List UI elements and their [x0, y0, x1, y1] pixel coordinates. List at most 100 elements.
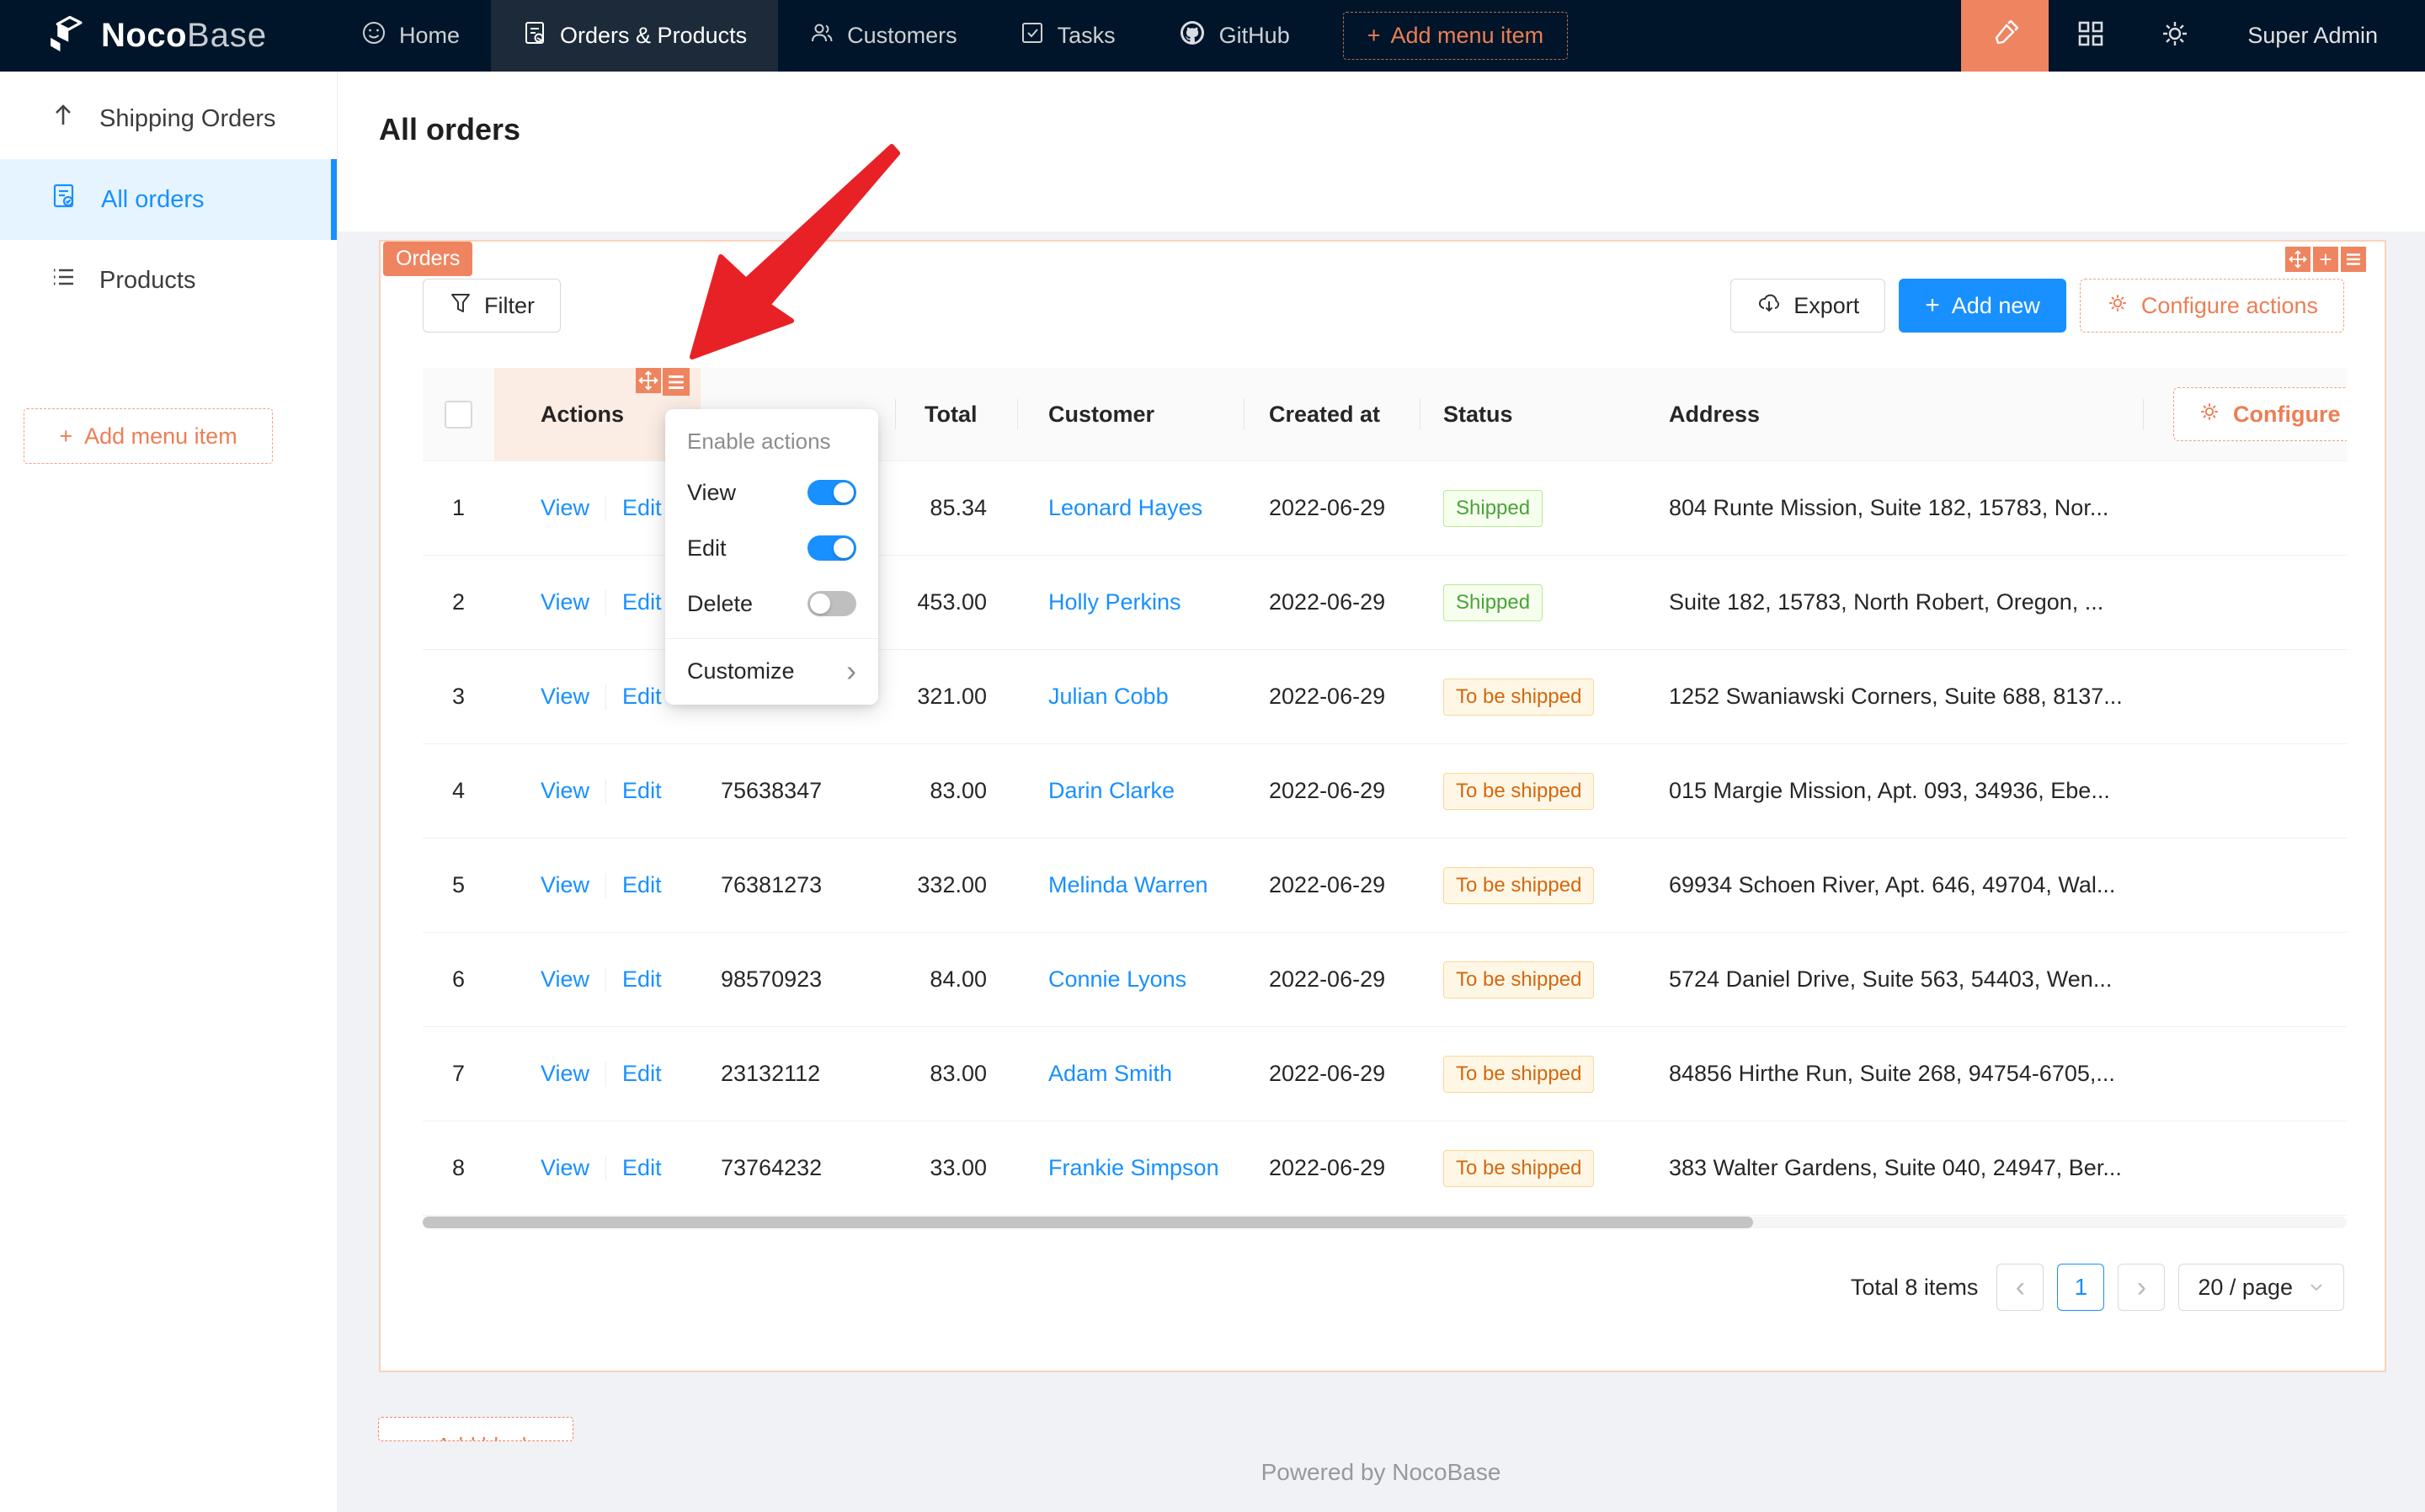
enable-actions-dropdown: Enable actions View Edit Delete Customiz… — [665, 409, 878, 705]
export-button[interactable]: Export — [1730, 279, 1886, 333]
settings-button[interactable] — [2133, 0, 2217, 72]
edit-link[interactable]: Edit — [622, 495, 662, 520]
column-header-address[interactable]: Address — [1669, 401, 1761, 427]
nav-item-orders-products[interactable]: Orders & Products — [491, 0, 779, 72]
check-square-icon — [1020, 20, 1045, 51]
customer-link[interactable]: Holly Perkins — [1048, 589, 1181, 615]
column-drag-handle-icon[interactable] — [636, 368, 661, 393]
view-link[interactable]: View — [541, 778, 590, 803]
order-address: 69934 Schoen River, Apt. 646, 49704, Wal… — [1669, 872, 2116, 897]
view-toggle[interactable] — [807, 480, 856, 505]
view-link[interactable]: View — [541, 966, 590, 992]
add-block-button[interactable]: + Add block — [378, 1417, 573, 1441]
arrow-up-icon — [51, 103, 76, 135]
row-index: 8 — [451, 1155, 466, 1180]
plugin-manager-button[interactable] — [2049, 0, 2133, 72]
pagination: Total 8 items ‹ 1 › 20 / page — [1851, 1264, 2344, 1311]
column-header-customer[interactable]: Customer — [1017, 368, 1244, 461]
edit-toggle[interactable] — [807, 535, 856, 561]
nav-item-tasks[interactable]: Tasks — [989, 0, 1147, 72]
view-link[interactable]: View — [541, 1155, 590, 1180]
edit-link[interactable]: Edit — [622, 1061, 662, 1086]
sidebar-item-all-orders[interactable]: All orders — [0, 159, 337, 240]
navbar-add-menu-item-button[interactable]: + Add menu item — [1342, 12, 1569, 60]
sidebar-item-products[interactable]: Products — [0, 240, 337, 321]
customer-link[interactable]: Frankie Simpson — [1048, 1155, 1219, 1180]
edit-link[interactable]: Edit — [622, 684, 662, 709]
customer-link[interactable]: Melinda Warren — [1048, 872, 1208, 897]
file-done-icon — [51, 183, 77, 216]
view-link[interactable]: View — [541, 589, 590, 615]
column-menu-icon[interactable] — [663, 368, 690, 396]
block-menu-icon[interactable] — [2341, 247, 2366, 272]
status-badge: To be shipped — [1443, 678, 1595, 716]
nocobase-logo[interactable]: NocoBase — [0, 0, 330, 72]
list-icon — [51, 264, 76, 296]
order-address: 1252 Swaniawski Corners, Suite 688, 8137… — [1669, 684, 2123, 709]
page-size-select[interactable]: 20 / page — [2178, 1264, 2344, 1311]
scrollbar-thumb[interactable] — [423, 1217, 1753, 1228]
customer-link[interactable]: Julian Cobb — [1048, 684, 1169, 709]
customer-link[interactable]: Leonard Hayes — [1048, 495, 1203, 520]
nav-item-home[interactable]: Home — [330, 0, 491, 72]
column-header-total[interactable]: Total — [895, 368, 1017, 461]
view-link[interactable]: View — [541, 1061, 590, 1086]
created-at: 2022-06-29 — [1269, 778, 1386, 803]
edit-link[interactable]: Edit — [622, 872, 662, 897]
view-link[interactable]: View — [541, 495, 590, 520]
sidebar-item-shipping-orders[interactable]: Shipping Orders — [0, 78, 337, 159]
nocobase-logo-icon — [44, 12, 88, 60]
highlighter-icon — [1988, 17, 2022, 55]
column-header-created-at[interactable]: Created at — [1244, 368, 1420, 461]
add-block-icon[interactable]: + — [2313, 247, 2338, 272]
created-at: 2022-06-29 — [1269, 684, 1386, 709]
page-header: All orders — [337, 72, 2425, 232]
row-index: 3 — [451, 684, 466, 709]
powered-by-footer: Powered by NocoBase — [1260, 1459, 1501, 1485]
edit-link[interactable]: Edit — [622, 966, 662, 992]
configure-columns-button[interactable]: Configure columns — [2173, 387, 2347, 441]
dropdown-title: Enable actions — [687, 428, 831, 454]
divider — [605, 872, 607, 898]
order-address: 383 Walter Gardens, Suite 040, 24947, Be… — [1669, 1155, 2122, 1180]
table-row: 4 View Edit 75638347 83.00 Darin Clarke 2… — [423, 744, 2347, 839]
filter-button[interactable]: Filter — [423, 279, 561, 333]
pagination-next-button[interactable]: › — [2118, 1264, 2166, 1311]
ui-editor-button[interactable] — [1961, 0, 2049, 72]
sidebar: Shipping Orders All orders Products + Ad… — [0, 72, 338, 1512]
gear-icon — [2106, 291, 2129, 321]
table-horizontal-scrollbar[interactable] — [423, 1217, 2347, 1228]
customer-link[interactable]: Adam Smith — [1048, 1061, 1173, 1086]
dropdown-item-view[interactable]: View — [665, 465, 878, 520]
dropdown-item-delete[interactable]: Delete — [665, 576, 878, 631]
block-designer-toolbar: + — [2285, 247, 2366, 272]
drag-handle-icon[interactable] — [2285, 247, 2310, 272]
dropdown-item-label: Edit — [687, 535, 727, 561]
sidebar-item-label: All orders — [101, 185, 205, 213]
order-total: 85.34 — [930, 495, 987, 520]
select-all-checkbox[interactable] — [445, 400, 472, 429]
view-link[interactable]: View — [541, 684, 590, 709]
nav-item-customers[interactable]: Customers — [778, 0, 989, 72]
customer-link[interactable]: Connie Lyons — [1048, 966, 1187, 992]
add-menu-item-label: Add menu item — [84, 423, 237, 449]
divider — [605, 684, 607, 710]
edit-link[interactable]: Edit — [622, 778, 662, 803]
customer-link[interactable]: Darin Clarke — [1048, 778, 1175, 803]
edit-link[interactable]: Edit — [622, 1155, 662, 1180]
edit-link[interactable]: Edit — [622, 589, 662, 615]
user-menu[interactable]: Super Admin — [2247, 23, 2378, 48]
column-header-status[interactable]: Status — [1420, 368, 1652, 461]
sidebar-add-menu-item-button[interactable]: + Add menu item — [24, 408, 273, 464]
nav-item-github[interactable]: GitHub — [1147, 0, 1321, 72]
add-new-button[interactable]: + Add new — [1899, 279, 2066, 333]
view-link[interactable]: View — [541, 872, 590, 897]
dropdown-item-customize[interactable]: Customize › — [687, 653, 856, 688]
nav-item-label: Tasks — [1057, 23, 1116, 48]
dropdown-item-edit[interactable]: Edit — [665, 520, 878, 576]
status-badge: To be shipped — [1443, 1055, 1595, 1093]
configure-actions-button[interactable]: Configure actions — [2079, 279, 2344, 333]
pagination-prev-button[interactable]: ‹ — [1996, 1264, 2044, 1311]
delete-toggle[interactable] — [807, 591, 856, 616]
pagination-page-1[interactable]: 1 — [2057, 1264, 2105, 1311]
